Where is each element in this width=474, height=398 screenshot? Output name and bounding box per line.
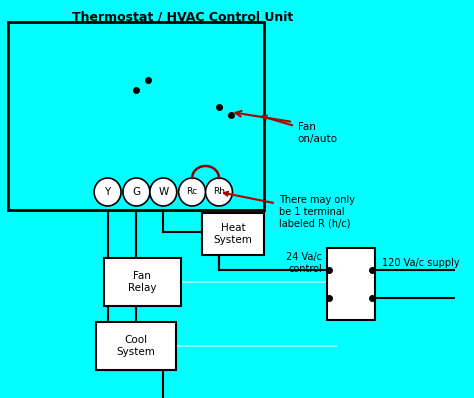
- Text: Rc: Rc: [186, 187, 198, 197]
- Text: Fan
Relay: Fan Relay: [128, 271, 156, 293]
- Circle shape: [206, 178, 232, 206]
- Text: Y: Y: [104, 187, 111, 197]
- Text: 24 Va/c
control: 24 Va/c control: [286, 252, 322, 274]
- Bar: [8, 22, 264, 210]
- Text: W: W: [158, 187, 168, 197]
- Circle shape: [179, 178, 206, 206]
- Text: Cool
System: Cool System: [117, 335, 155, 357]
- Bar: [104, 258, 181, 306]
- Circle shape: [123, 178, 150, 206]
- Text: G: G: [132, 187, 140, 197]
- Text: 120 Va/c supply: 120 Va/c supply: [382, 258, 460, 267]
- Text: Rh: Rh: [213, 187, 225, 197]
- Text: There may only
be 1 terminal
labeled R (h/c): There may only be 1 terminal labeled R (…: [224, 192, 355, 228]
- Bar: [202, 213, 264, 255]
- Bar: [327, 248, 374, 320]
- Circle shape: [94, 178, 121, 206]
- Text: Thermostat / HVAC Control Unit: Thermostat / HVAC Control Unit: [72, 10, 293, 23]
- Text: Heat
System: Heat System: [213, 223, 252, 245]
- Text: Fan
on/auto: Fan on/auto: [262, 116, 338, 144]
- Bar: [96, 322, 176, 370]
- Circle shape: [150, 178, 177, 206]
